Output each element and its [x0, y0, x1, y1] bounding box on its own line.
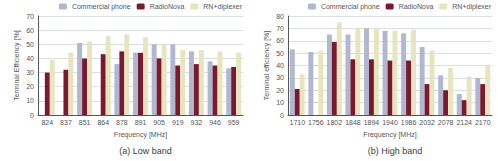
svg-text:70: 70 — [276, 25, 284, 32]
svg-text:2078: 2078 — [438, 119, 454, 126]
svg-text:10: 10 — [26, 97, 34, 104]
svg-text:70: 70 — [26, 13, 34, 20]
svg-text:60: 60 — [26, 27, 34, 34]
svg-text:864: 864 — [97, 119, 109, 126]
svg-text:878: 878 — [116, 119, 128, 126]
svg-text:2170: 2170 — [475, 119, 491, 126]
svg-text:0: 0 — [280, 112, 284, 119]
svg-text:(b) High band: (b) High band — [368, 146, 423, 156]
svg-text:1756: 1756 — [308, 119, 324, 126]
svg-text:Terminal efficiency [%]: Terminal efficiency [%] — [263, 31, 271, 101]
svg-text:60: 60 — [276, 37, 284, 44]
svg-text:Commercial phone: Commercial phone — [321, 3, 380, 11]
svg-text:1802: 1802 — [327, 119, 343, 126]
svg-text:932: 932 — [191, 119, 203, 126]
svg-text:RN+diplexer: RN+diplexer — [203, 3, 242, 11]
svg-text:(a) Low band: (a) Low band — [119, 146, 172, 156]
svg-text:959: 959 — [228, 119, 240, 126]
svg-text:851: 851 — [79, 119, 91, 126]
svg-text:2124: 2124 — [456, 119, 472, 126]
svg-text:919: 919 — [172, 119, 184, 126]
svg-text:946: 946 — [209, 119, 221, 126]
svg-text:837: 837 — [60, 119, 72, 126]
svg-text:Commercial phone: Commercial phone — [72, 3, 131, 11]
svg-text:905: 905 — [153, 119, 165, 126]
svg-text:1986: 1986 — [401, 119, 417, 126]
svg-text:40: 40 — [276, 62, 284, 69]
svg-text:30: 30 — [276, 74, 284, 81]
svg-text:80: 80 — [276, 13, 284, 20]
svg-text:1710: 1710 — [289, 119, 305, 126]
svg-text:RadioNova: RadioNova — [399, 3, 434, 10]
svg-text:1940: 1940 — [382, 119, 398, 126]
svg-text:RN+diplexer: RN+diplexer — [452, 3, 491, 11]
svg-text:Frequency [MHz]: Frequency [MHz] — [363, 131, 416, 139]
svg-text:50: 50 — [276, 50, 284, 57]
svg-text:20: 20 — [276, 87, 284, 94]
svg-text:RadioNova: RadioNova — [150, 3, 185, 10]
svg-text:1848: 1848 — [345, 119, 361, 126]
svg-text:824: 824 — [41, 119, 53, 126]
svg-text:Frequency [MHz]: Frequency [MHz] — [114, 131, 167, 139]
svg-text:50: 50 — [26, 41, 34, 48]
svg-text:2032: 2032 — [419, 119, 435, 126]
svg-text:Terminal Efficiency [%]: Terminal Efficiency [%] — [13, 30, 21, 100]
svg-text:20: 20 — [26, 83, 34, 90]
svg-text:30: 30 — [26, 69, 34, 76]
svg-text:891: 891 — [135, 119, 147, 126]
svg-text:10: 10 — [276, 99, 284, 106]
svg-text:0: 0 — [30, 112, 34, 119]
svg-text:1894: 1894 — [364, 119, 380, 126]
svg-text:40: 40 — [26, 55, 34, 62]
